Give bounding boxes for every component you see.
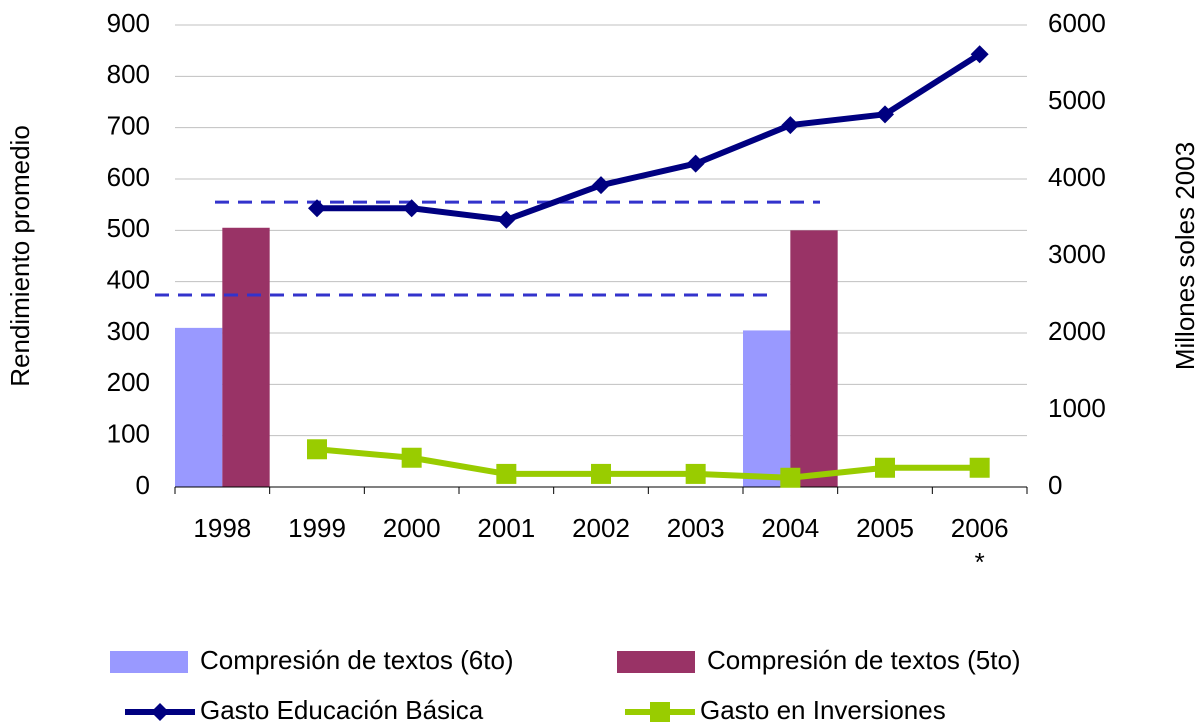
x-tick-label: 2001 <box>477 513 535 543</box>
bar <box>222 227 270 487</box>
line-marker <box>875 457 895 478</box>
line <box>316 446 980 481</box>
legend-label: Gasto en Inversiones <box>700 695 946 725</box>
line-marker <box>685 463 706 484</box>
line-marker <box>151 703 169 721</box>
line-marker <box>496 463 517 484</box>
line-marker <box>686 154 705 173</box>
y-tick-label: 100 <box>107 419 150 449</box>
y-tick-label: 200 <box>107 367 150 397</box>
line-marker <box>650 702 670 722</box>
line <box>317 51 982 223</box>
bar <box>790 230 838 488</box>
bar <box>175 327 223 487</box>
x-tick-label: 2006 * <box>951 513 1009 577</box>
line-marker <box>591 463 611 484</box>
x-tick-label: 1998 <box>193 513 251 543</box>
x-tick-label: 2003 <box>667 513 725 543</box>
y2-tick-label: 6000 <box>1048 8 1106 38</box>
y2-tick-label: 1000 <box>1048 393 1106 423</box>
y-tick-label: 0 <box>136 470 150 500</box>
x-tick-label: 2000 <box>383 513 441 543</box>
x-tick-label: 2004 <box>761 513 819 543</box>
y2-tick-label: 0 <box>1048 470 1062 500</box>
legend-label: Compresión de textos (5to) <box>707 645 1021 675</box>
line-marker <box>402 199 421 218</box>
legend-label: Gasto Educación Básica <box>200 695 484 725</box>
y-tick-label: 500 <box>107 213 150 243</box>
x-tick-label: 1999 <box>288 513 346 543</box>
y-tick-label: 400 <box>107 265 150 295</box>
y2-tick-label: 3000 <box>1048 239 1106 269</box>
y-axis-label: Rendimiento promedio <box>5 125 35 387</box>
y-tick-label: 700 <box>107 111 150 141</box>
x-tick-label: 2005 <box>856 513 914 543</box>
y-tick-label: 900 <box>107 8 150 38</box>
y2-axis-label: Millones soles 2003 <box>1170 142 1200 370</box>
y-tick-label: 300 <box>107 316 150 346</box>
legend-label: Compresión de textos (6to) <box>200 645 514 675</box>
line-marker <box>780 467 801 488</box>
y2-tick-label: 2000 <box>1048 316 1106 346</box>
bar <box>743 330 791 487</box>
line-marker <box>592 176 610 195</box>
legend-swatch <box>110 651 188 673</box>
line-marker <box>401 447 422 468</box>
y-tick-label: 600 <box>107 162 150 192</box>
line-marker <box>307 439 327 460</box>
x-tick-label: 2002 <box>572 513 630 543</box>
y2-tick-label: 4000 <box>1048 162 1106 192</box>
line-marker <box>497 210 516 229</box>
line-marker <box>308 199 326 218</box>
line-marker <box>970 45 989 64</box>
y2-tick-label: 5000 <box>1048 85 1106 115</box>
line-marker <box>781 116 800 135</box>
y-tick-label: 800 <box>107 59 150 89</box>
line-marker <box>876 105 894 124</box>
legend-swatch <box>617 651 695 673</box>
line-marker <box>969 457 990 478</box>
